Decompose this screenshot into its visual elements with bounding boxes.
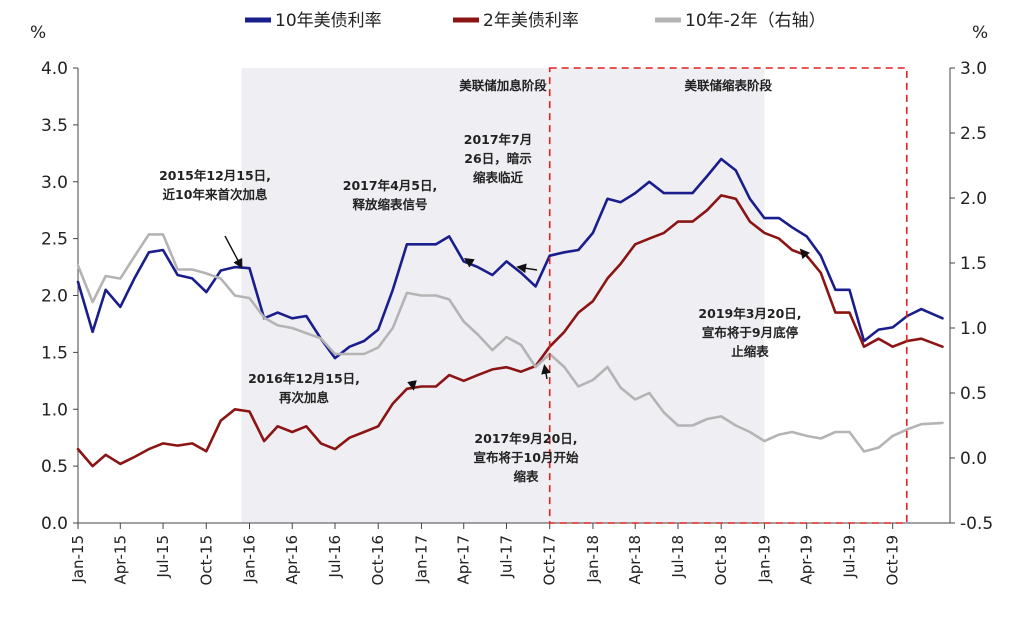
- y-right-tick-label: 1.0: [960, 319, 987, 339]
- legend-label: 10年美债利率: [275, 11, 382, 31]
- y-left-tick-label: 4.0: [41, 59, 68, 79]
- annotation-text: 再次加息: [279, 390, 330, 405]
- x-tick-label: Apr-19: [798, 535, 816, 585]
- y-left-tick-label: 3.5: [41, 116, 68, 136]
- y-right-tick-label: 3.0: [960, 59, 987, 79]
- annotation-arrow: [463, 258, 475, 268]
- annotation-text: 2017年9月20日,: [474, 431, 577, 446]
- x-tick-label: Oct-18: [712, 535, 730, 585]
- y-right-tick-label: 1.5: [960, 254, 987, 274]
- y-left-tick-label: 2.5: [41, 230, 68, 250]
- annotation-text: 2017年7月: [464, 132, 533, 147]
- annotation-text: 2019年3月20日,: [698, 306, 801, 321]
- annotation-arrow: [541, 364, 551, 380]
- x-tick-label: Jul-15: [154, 535, 172, 579]
- annotation-text: 宣布将于9月底停: [702, 325, 799, 340]
- y-right-tick-label: 2.0: [960, 189, 987, 209]
- x-tick-label: Oct-19: [884, 535, 902, 585]
- x-tick-label: Jul-16: [326, 535, 344, 579]
- x-tick-label: Jan-18: [584, 535, 602, 584]
- series-line-1: [76, 194, 944, 468]
- x-tick-label: Jan-15: [69, 535, 87, 584]
- annotation-text: 缩表: [513, 469, 539, 484]
- y-right-tick-label: 0.5: [960, 384, 987, 404]
- annotation-arrow: [799, 248, 810, 260]
- y-right-tick-label: 0.0: [960, 449, 987, 469]
- annotation-text: 2017年4月5日,: [343, 178, 437, 193]
- x-tick-label: Apr-15: [111, 535, 129, 585]
- y-left-tick-label: 3.0: [41, 173, 68, 193]
- annotation-arrow: [407, 380, 417, 391]
- period-label-hike: 美联储加息阶段: [459, 78, 547, 93]
- annotation-arrow: [516, 263, 538, 274]
- y-right-tick-label: 2.5: [960, 124, 987, 144]
- period-label-taper: 美联储缩表阶段: [684, 78, 772, 93]
- y-left-tick-label: 0.0: [41, 514, 68, 534]
- x-tick-label: Jul-17: [497, 535, 515, 579]
- annotation-text: 宣布将于10月开始: [474, 450, 579, 465]
- annotation-arrow: [224, 235, 243, 269]
- period-box-taper: [548, 67, 908, 524]
- annotation-text: 缩表临近: [473, 170, 524, 185]
- annotation-text: 26日，暗示: [464, 151, 532, 166]
- annotation-text: 止缩表: [731, 344, 769, 359]
- y-left-tick-label: 2.0: [41, 287, 68, 307]
- x-tick-label: Jul-18: [669, 535, 687, 579]
- x-tick-label: Apr-16: [283, 535, 301, 585]
- legend-label: 10年-2年（右轴）: [685, 11, 826, 31]
- annotation-text: 近10年来首次加息: [163, 187, 268, 202]
- annotation-text: 释放缩表信号: [352, 197, 427, 212]
- x-tick-label: Jan-19: [755, 535, 773, 584]
- x-tick-label: Oct-15: [197, 535, 215, 585]
- x-tick-label: Oct-16: [369, 535, 387, 585]
- annotation-text: 2015年12月15日,: [159, 168, 271, 183]
- y-left-tick-label: 1.0: [41, 400, 68, 420]
- y-left-unit: %: [30, 23, 46, 43]
- x-tick-label: Apr-18: [626, 535, 644, 585]
- y-left-tick-label: 0.5: [41, 457, 68, 477]
- y-right-unit: %: [972, 23, 988, 43]
- legend-label: 2年美债利率: [483, 11, 579, 31]
- series-line-0: [76, 157, 944, 360]
- x-tick-label: Jan-16: [240, 535, 258, 584]
- series-line-2: [76, 233, 944, 453]
- annotation-text: 2016年12月15日,: [248, 371, 360, 386]
- y-left-tick-label: 1.5: [41, 343, 68, 363]
- x-tick-label: Jan-17: [412, 535, 430, 584]
- x-tick-label: Oct-17: [541, 535, 559, 585]
- x-tick-label: Apr-17: [455, 535, 473, 585]
- x-tick-label: Jul-19: [840, 535, 858, 579]
- y-right-tick-label: -0.5: [960, 514, 993, 534]
